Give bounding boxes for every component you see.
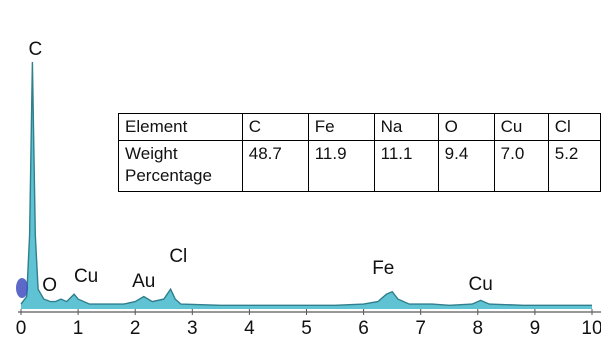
table-cell: 7.0 xyxy=(493,140,549,192)
x-tick-label: 10 xyxy=(581,318,601,339)
table-header-cell: Cu xyxy=(493,113,549,141)
peak-label: Cu xyxy=(74,266,98,287)
x-tick-label: 0 xyxy=(16,318,27,339)
table-row-label-line1: Weight xyxy=(125,144,178,163)
spectrum-line xyxy=(20,61,592,307)
table-header-cell: Cl xyxy=(547,113,601,141)
table-header-row: Element C Fe Na O Cu Cl xyxy=(118,113,601,141)
table-row-label: Weight Percentage xyxy=(118,140,243,192)
peak-label-layer: C O Cu Au Cl Fe Cu xyxy=(29,39,493,296)
table-cell: 48.7 xyxy=(241,140,309,192)
x-tick-label: 4 xyxy=(244,318,255,339)
x-tick-label: 1 xyxy=(73,318,84,339)
x-tick-label: 2 xyxy=(130,318,141,339)
table-header-cell: Fe xyxy=(307,113,375,141)
table-cell: 5.2 xyxy=(547,140,601,192)
x-tick-label: 7 xyxy=(415,318,426,339)
composition-table: Element C Fe Na O Cu Cl Weight Percentag… xyxy=(118,113,601,192)
x-tick-label: 5 xyxy=(301,318,312,339)
table-header-cell: O xyxy=(437,113,495,141)
x-tick-label: 6 xyxy=(358,318,369,339)
table-row: Weight Percentage 48.7 11.9 11.1 9.4 7.0… xyxy=(118,140,601,192)
peak-label: O xyxy=(42,275,57,296)
x-tick-label: 8 xyxy=(473,318,484,339)
table-row-label-line2: Percentage xyxy=(125,166,212,185)
x-tick-layer: 0 1 2 3 4 5 6 7 8 9 10 xyxy=(16,309,601,339)
table-cell: 11.9 xyxy=(307,140,375,192)
origin-marker xyxy=(16,278,28,298)
table-cell: 11.1 xyxy=(373,140,439,192)
table-header-cell: C xyxy=(241,113,309,141)
peak-label: Cl xyxy=(169,246,187,267)
x-tick-label: 9 xyxy=(530,318,541,339)
spectrum-layer xyxy=(16,61,592,309)
table-cell: 9.4 xyxy=(437,140,495,192)
peak-label: Fe xyxy=(372,258,394,279)
table-header-cell: Element xyxy=(118,113,243,141)
peak-label: C xyxy=(29,39,43,60)
peak-label: Au xyxy=(132,271,155,292)
x-tick-label: 3 xyxy=(187,318,198,339)
peak-label: Cu xyxy=(469,274,493,295)
table-header-cell: Na xyxy=(373,113,439,141)
